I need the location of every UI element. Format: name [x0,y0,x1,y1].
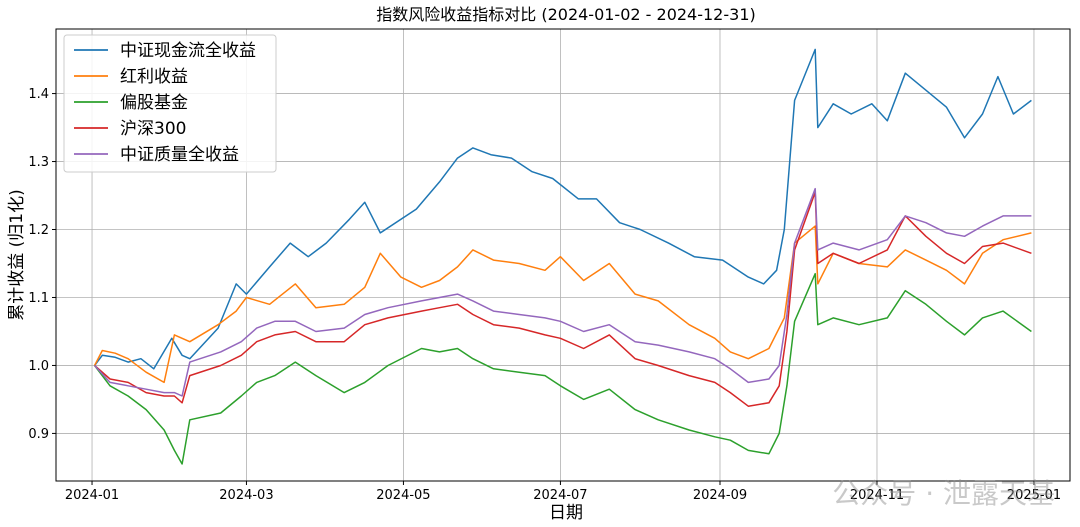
y-tick-label: 0.9 [28,427,49,442]
chart-title: 指数风险收益指标对比 (2024-01-02 - 2024-12-31) [376,5,756,24]
x-tick-label: 2024-11 [850,488,904,503]
y-tick-label: 1.2 [28,223,49,238]
y-tick-label: 1.4 [28,87,49,102]
x-tick-label: 2024-05 [376,488,430,503]
x-tick-label: 2025-01 [1007,488,1061,503]
legend-label-5: 中证质量全收益 [120,145,239,165]
legend-box [63,34,277,173]
legend-label-3: 偏股基金 [120,93,188,113]
series-line-5 [94,187,1032,397]
x-tick-label: 2024-03 [219,488,273,503]
watermark-text: 公众号 · 泄露天基 [832,477,1055,510]
x-tick-label: 2024-07 [533,488,587,503]
series-line-3 [94,272,1032,465]
y-tick-label: 1.1 [28,291,49,306]
legend-label-2: 红利收益 [120,67,188,87]
series-line-4 [94,191,1032,407]
x-tick-label: 2024-09 [693,488,747,503]
legend-label-1: 中证现金流全收益 [120,41,256,61]
y-axis-label: 累计收益 (归1化) [7,189,27,320]
series-layer [93,48,1032,465]
y-tick-label: 1.0 [28,359,49,374]
plot-frame [55,28,1071,482]
y-axis-ticks: 0.9 1.0 1.1 1.2 1.3 1.4 [28,87,56,442]
y-tick-label: 1.3 [28,155,49,170]
legend-label-4: 沪深300 [120,119,186,139]
x-tick-label: 2024-01 [65,488,119,503]
series-line-1 [94,48,1032,370]
x-axis-label: 日期 [549,503,583,523]
x-axis-ticks: 2024-01 2024-03 2024-05 2024-07 2024-09 2024-… [65,481,1061,503]
